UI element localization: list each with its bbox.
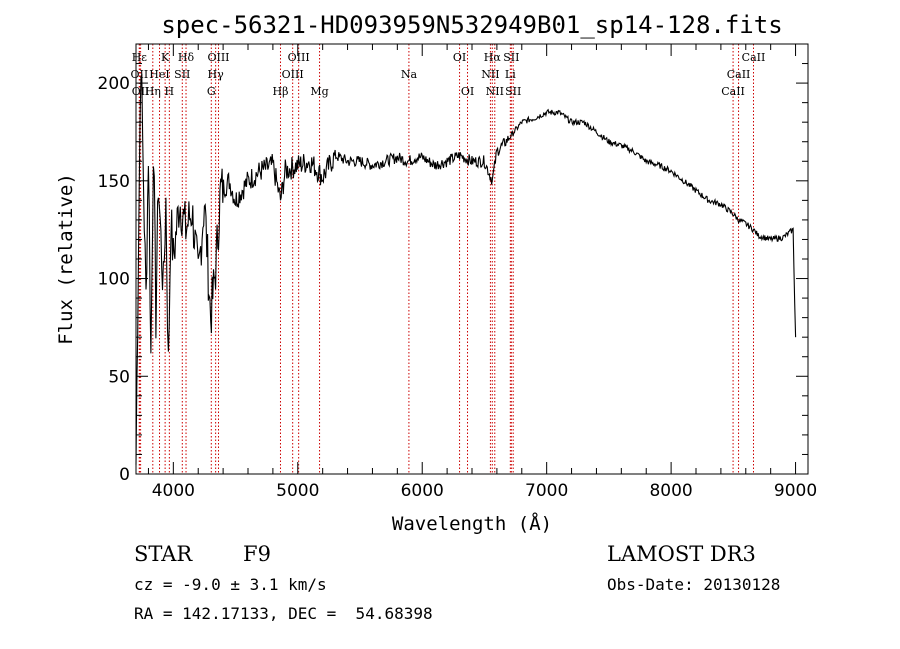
- coordinates: RA = 142.17133, DEC = 54.68398: [134, 604, 433, 623]
- line-marker-label: OI: [453, 51, 466, 64]
- spectrum-line: [135, 73, 797, 465]
- line-marker-label: OIII: [207, 51, 229, 64]
- line-marker-label: Mg: [310, 85, 328, 98]
- line-marker-label: NII: [486, 85, 504, 98]
- y-tick-label: 0: [119, 465, 130, 485]
- y-axis-label: Flux (relative): [55, 173, 77, 345]
- y-tick-label: 200: [98, 74, 130, 94]
- line-marker-label: H: [165, 85, 175, 98]
- line-marker-label: OI: [461, 85, 474, 98]
- plot-frame: [135, 43, 809, 475]
- line-marker-label: Na: [401, 68, 418, 81]
- line-marker-label: CaII: [742, 51, 766, 64]
- line-marker-label: Hα: [484, 51, 502, 64]
- x-tick-label: 4000: [152, 481, 195, 501]
- line-marker-label: Hη: [145, 85, 161, 98]
- x-axis-label: Wavelength (Å): [392, 512, 552, 535]
- chart-title: spec-56321-HD093959N532949B01_sp14-128.f…: [161, 11, 782, 39]
- x-tick-label: 7000: [525, 481, 568, 501]
- x-tick-label: 8000: [649, 481, 692, 501]
- line-marker-label: Hγ: [208, 68, 225, 81]
- y-tick-label: 50: [108, 367, 130, 387]
- line-marker-label: CaII: [721, 85, 745, 98]
- line-marker-label: G: [207, 85, 216, 98]
- line-marker-label: OIII: [288, 51, 310, 64]
- line-marker-label: Hε: [132, 51, 148, 64]
- line-marker-label: OII: [131, 68, 149, 81]
- y-tick-label: 100: [98, 270, 130, 290]
- line-marker-label: Hβ: [273, 85, 289, 98]
- line-marker-label: Li: [505, 68, 516, 81]
- line-marker-label: HeI: [149, 68, 169, 81]
- line-marker-label: Hδ: [178, 51, 195, 64]
- line-marker-label: OIII: [282, 68, 304, 81]
- spectral-line-markers: [138, 44, 754, 474]
- object-class: STAR: [134, 542, 193, 566]
- x-tick-label: 5000: [276, 481, 319, 501]
- line-marker-label: K: [161, 51, 170, 64]
- line-marker-label: SII: [174, 68, 190, 81]
- x-axis: 4000 5000 6000 7000 8000 9000: [147, 44, 817, 501]
- redshift-velocity: cz = -9.0 ± 3.1 km/s: [134, 575, 327, 594]
- observation-date: Obs-Date: 20130128: [607, 575, 780, 594]
- line-marker-label: SII: [505, 85, 521, 98]
- y-axis: 0 50 100 150 200: [98, 63, 808, 485]
- survey-name: LAMOST DR3: [607, 542, 756, 566]
- object-subclass: F9: [243, 542, 271, 566]
- x-tick-label: 9000: [774, 481, 817, 501]
- line-marker-label: SII: [503, 51, 519, 64]
- x-tick-label: 6000: [401, 481, 444, 501]
- line-marker-label: NII: [481, 68, 499, 81]
- y-tick-label: 150: [98, 172, 130, 192]
- line-marker-label: CaII: [727, 68, 751, 81]
